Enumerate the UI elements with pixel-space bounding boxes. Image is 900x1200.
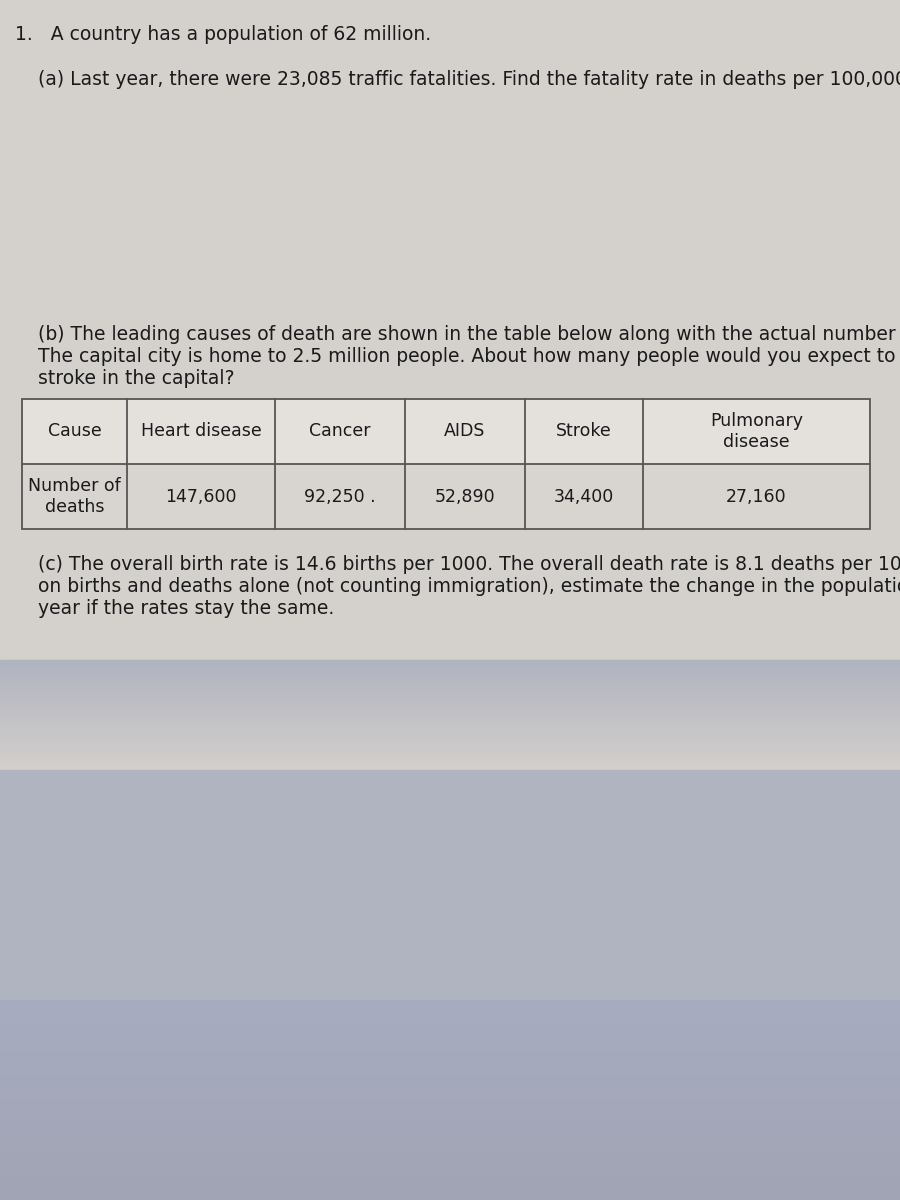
Text: 147,600: 147,600	[166, 487, 237, 505]
Text: 34,400: 34,400	[554, 487, 614, 505]
Bar	[22, 464, 127, 529]
Text: The capital city is home to 2.5 million people. About how many people would you : The capital city is home to 2.5 million …	[38, 347, 900, 366]
Text: Stroke: Stroke	[556, 422, 612, 440]
Text: 52,890: 52,890	[435, 487, 495, 505]
Text: (b) The leading causes of death are shown in the table below along with the actu: (b) The leading causes of death are show…	[38, 325, 900, 344]
Text: Number of
deaths: Number of deaths	[28, 478, 121, 516]
Bar	[127, 398, 275, 464]
Bar	[275, 398, 405, 464]
Bar	[275, 464, 405, 529]
Text: on births and deaths alone (not counting immigration), estimate the change in th: on births and deaths alone (not counting…	[38, 577, 900, 596]
Text: Cancer: Cancer	[310, 422, 371, 440]
Text: Pulmonary
disease: Pulmonary disease	[710, 412, 803, 451]
Text: AIDS: AIDS	[445, 422, 486, 440]
Bar	[0, 770, 900, 1000]
Bar	[643, 464, 870, 529]
Text: stroke in the capital?: stroke in the capital?	[38, 370, 235, 388]
Bar	[127, 464, 275, 529]
Text: (a) Last year, there were 23,085 traffic fatalities. Find the fatality rate in d: (a) Last year, there were 23,085 traffic…	[38, 70, 900, 89]
Bar	[0, 0, 900, 660]
Bar	[22, 398, 127, 464]
Bar	[22, 398, 870, 529]
Text: 92,250 .: 92,250 .	[304, 487, 376, 505]
Text: Heart disease: Heart disease	[140, 422, 261, 440]
Text: (c) The overall birth rate is 14.6 births per 1000. The overall death rate is 8.: (c) The overall birth rate is 14.6 birth…	[38, 554, 900, 574]
Text: Cause: Cause	[48, 422, 102, 440]
Bar	[525, 464, 643, 529]
Bar	[525, 398, 643, 464]
Bar	[643, 398, 870, 464]
Bar	[405, 398, 525, 464]
Text: year if the rates stay the same.: year if the rates stay the same.	[38, 599, 334, 618]
Bar	[405, 464, 525, 529]
Text: 27,160: 27,160	[726, 487, 787, 505]
Text: 1.   A country has a population of 62 million.: 1. A country has a population of 62 mill…	[15, 25, 431, 44]
